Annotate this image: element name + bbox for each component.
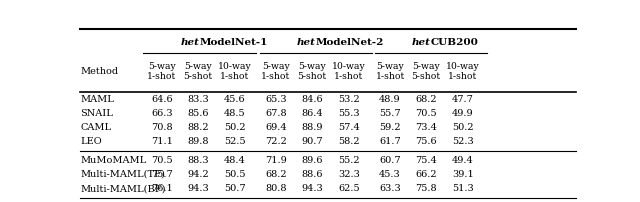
Text: 75.7: 75.7: [151, 170, 173, 179]
Text: 62.5: 62.5: [338, 184, 360, 193]
Text: 5-way
5-shot: 5-way 5-shot: [184, 62, 212, 81]
Text: 68.2: 68.2: [265, 170, 287, 179]
Text: 85.6: 85.6: [188, 109, 209, 118]
Text: 89.8: 89.8: [188, 138, 209, 146]
Text: 55.7: 55.7: [379, 109, 401, 118]
Text: 50.5: 50.5: [224, 170, 246, 179]
Text: 88.6: 88.6: [301, 170, 323, 179]
Text: 71.1: 71.1: [151, 138, 173, 146]
Text: 70.5: 70.5: [415, 109, 437, 118]
Text: 71.9: 71.9: [265, 156, 287, 165]
Text: 5-way
1-shot: 5-way 1-shot: [261, 62, 291, 81]
Text: 53.2: 53.2: [338, 95, 360, 104]
Text: 88.3: 88.3: [188, 156, 209, 165]
Text: Multi-MAML(TF): Multi-MAML(TF): [81, 170, 165, 179]
Text: 76.1: 76.1: [151, 184, 173, 193]
Text: 47.7: 47.7: [452, 95, 474, 104]
Text: 63.3: 63.3: [379, 184, 401, 193]
Text: 50.7: 50.7: [224, 184, 246, 193]
Text: 10-way
1-shot: 10-way 1-shot: [218, 62, 252, 81]
Text: 66.2: 66.2: [415, 170, 437, 179]
Text: MAML: MAML: [81, 95, 115, 104]
Text: 52.5: 52.5: [224, 138, 246, 146]
Text: 83.3: 83.3: [187, 95, 209, 104]
Text: MuMoMAML: MuMoMAML: [81, 156, 147, 165]
Text: 5-way
5-shot: 5-way 5-shot: [412, 62, 441, 81]
Text: 66.3: 66.3: [151, 109, 173, 118]
Text: 55.3: 55.3: [338, 109, 360, 118]
Text: 51.3: 51.3: [452, 184, 474, 193]
Text: 61.7: 61.7: [379, 138, 401, 146]
Text: 48.5: 48.5: [224, 109, 246, 118]
Text: SNAIL: SNAIL: [81, 109, 113, 118]
Text: 88.2: 88.2: [188, 123, 209, 132]
Text: 84.6: 84.6: [301, 95, 323, 104]
Text: 90.7: 90.7: [301, 138, 323, 146]
Text: 60.7: 60.7: [379, 156, 401, 165]
Text: Method: Method: [81, 67, 118, 76]
Text: 75.4: 75.4: [415, 156, 437, 165]
Text: 52.3: 52.3: [452, 138, 474, 146]
Text: het: het: [180, 38, 200, 47]
Text: 48.9: 48.9: [379, 95, 401, 104]
Text: ModelNet-2: ModelNet-2: [316, 38, 384, 47]
Text: CAML: CAML: [81, 123, 111, 132]
Text: 5-way
1-shot: 5-way 1-shot: [147, 62, 177, 81]
Text: 5-way
5-shot: 5-way 5-shot: [298, 62, 326, 81]
Text: 94.3: 94.3: [301, 184, 323, 193]
Text: 57.4: 57.4: [338, 123, 360, 132]
Text: 72.2: 72.2: [265, 138, 287, 146]
Text: 58.2: 58.2: [338, 138, 360, 146]
Text: ModelNet-1: ModelNet-1: [200, 38, 268, 47]
Text: 64.6: 64.6: [151, 95, 173, 104]
Text: 73.4: 73.4: [415, 123, 437, 132]
Text: 88.9: 88.9: [301, 123, 323, 132]
Text: 50.2: 50.2: [452, 123, 474, 132]
Text: 70.5: 70.5: [151, 156, 173, 165]
Text: Multi-MAML(BF): Multi-MAML(BF): [81, 184, 166, 193]
Text: 69.4: 69.4: [265, 123, 287, 132]
Text: 49.9: 49.9: [452, 109, 474, 118]
Text: 32.3: 32.3: [338, 170, 360, 179]
Text: CUB200: CUB200: [431, 38, 479, 47]
Text: 10-way
1-shot: 10-way 1-shot: [446, 62, 480, 81]
Text: 5-way
1-shot: 5-way 1-shot: [376, 62, 404, 81]
Text: 67.8: 67.8: [265, 109, 287, 118]
Text: 65.3: 65.3: [265, 95, 287, 104]
Text: 50.2: 50.2: [224, 123, 246, 132]
Text: het: het: [412, 38, 431, 47]
Text: 89.6: 89.6: [301, 156, 323, 165]
Text: 39.1: 39.1: [452, 170, 474, 179]
Text: 94.3: 94.3: [187, 184, 209, 193]
Text: 80.8: 80.8: [265, 184, 287, 193]
Text: 86.4: 86.4: [301, 109, 323, 118]
Text: 48.4: 48.4: [224, 156, 246, 165]
Text: het: het: [297, 38, 316, 47]
Text: 55.2: 55.2: [338, 156, 360, 165]
Text: 45.3: 45.3: [379, 170, 401, 179]
Text: 70.8: 70.8: [151, 123, 173, 132]
Text: 49.4: 49.4: [452, 156, 474, 165]
Text: 94.2: 94.2: [187, 170, 209, 179]
Text: 75.8: 75.8: [415, 184, 437, 193]
Text: 10-way
1-shot: 10-way 1-shot: [332, 62, 365, 81]
Text: 75.6: 75.6: [415, 138, 437, 146]
Text: LEO: LEO: [81, 138, 102, 146]
Text: 68.2: 68.2: [415, 95, 437, 104]
Text: 59.2: 59.2: [379, 123, 401, 132]
Text: 45.6: 45.6: [224, 95, 246, 104]
